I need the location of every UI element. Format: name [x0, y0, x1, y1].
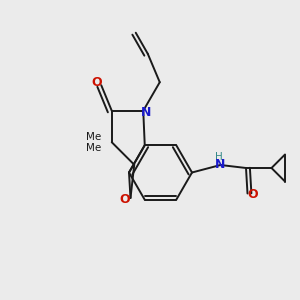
Text: H: H: [215, 152, 223, 162]
Text: O: O: [120, 193, 130, 206]
Text: N: N: [140, 106, 151, 119]
Text: Me: Me: [86, 132, 101, 142]
Text: Me: Me: [86, 143, 101, 153]
Text: O: O: [248, 188, 258, 202]
Text: N: N: [215, 158, 226, 172]
Text: O: O: [92, 76, 102, 89]
